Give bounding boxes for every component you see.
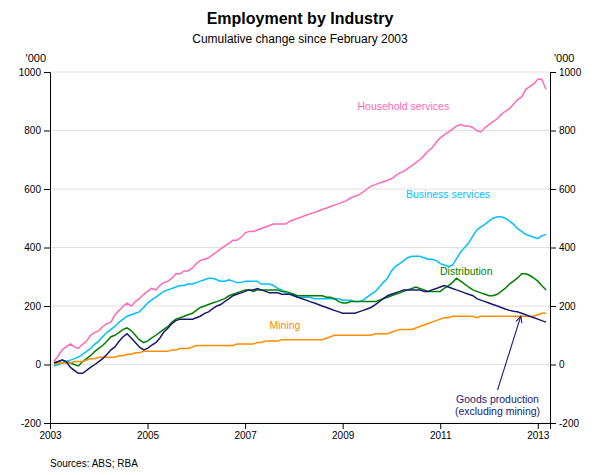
y2-axis-label: '000 bbox=[554, 52, 574, 64]
tick: 1000 bbox=[19, 67, 50, 78]
tick-mark bbox=[550, 306, 556, 307]
tick: -200 bbox=[21, 418, 50, 429]
series-labels: Household services Business services Distr… bbox=[270, 100, 541, 417]
tick-label: 2013 bbox=[527, 430, 550, 441]
tick-label: 800 bbox=[24, 125, 41, 136]
grid-line bbox=[50, 306, 550, 307]
tick: 0 bbox=[550, 359, 565, 370]
tick-mark bbox=[440, 423, 441, 429]
series-label: Household services bbox=[358, 100, 450, 112]
tick-label: 400 bbox=[24, 242, 41, 253]
tick-label: 2003 bbox=[39, 430, 62, 441]
chart: 2003 2005 2007 2009 2011 2013 -200 0 200 400 600 80… bbox=[0, 0, 600, 475]
tick-label: 600 bbox=[24, 184, 41, 195]
tick-mark bbox=[343, 423, 344, 429]
tick-mark bbox=[44, 72, 50, 73]
tick-label: 0 bbox=[559, 359, 565, 370]
grid-line bbox=[50, 364, 550, 365]
tick: 2005 bbox=[137, 423, 160, 441]
tick-label: 1000 bbox=[559, 67, 582, 78]
tick-label: 600 bbox=[559, 184, 576, 195]
tick-label: -200 bbox=[21, 418, 41, 429]
axis-line bbox=[44, 73, 51, 424]
series-label: Mining bbox=[270, 319, 301, 331]
series-label-line: (excluding mining) bbox=[455, 405, 540, 417]
y-axis: -200 0 200 400 600 800 1000 bbox=[19, 67, 51, 429]
tick: 2007 bbox=[234, 423, 257, 441]
tick: 2013 bbox=[527, 423, 550, 441]
tick: 800 bbox=[24, 125, 50, 136]
lines bbox=[54, 79, 546, 373]
title: Employment by Industry bbox=[207, 10, 394, 27]
tick-mark bbox=[44, 189, 50, 190]
series-line bbox=[54, 217, 546, 366]
tick-mark bbox=[550, 72, 556, 73]
grid-line bbox=[50, 72, 550, 73]
tick-label: 2011 bbox=[430, 430, 452, 441]
tick: 2011 bbox=[430, 423, 452, 441]
tick-label: 2005 bbox=[137, 430, 160, 441]
annotation-arrow-head bbox=[516, 316, 522, 323]
series-label-line: Business services bbox=[406, 188, 490, 200]
series-label-line: Distribution bbox=[440, 265, 493, 277]
series-line bbox=[54, 79, 546, 361]
tick-label: 2009 bbox=[332, 430, 355, 441]
series-line bbox=[54, 274, 546, 366]
tick: 800 bbox=[550, 125, 576, 136]
tick-mark bbox=[550, 131, 556, 132]
tick: 2009 bbox=[332, 423, 355, 441]
tick: 2003 bbox=[39, 423, 62, 441]
tick-label: 0 bbox=[35, 359, 41, 370]
tick: 600 bbox=[24, 184, 50, 195]
tick-mark bbox=[550, 189, 556, 190]
tick-mark bbox=[550, 248, 556, 249]
series-label-line: Goods production bbox=[456, 393, 539, 405]
tick-mark bbox=[538, 423, 539, 429]
tick-mark bbox=[148, 423, 149, 429]
tick-label: 400 bbox=[559, 242, 576, 253]
tick: 200 bbox=[550, 301, 576, 312]
annotation-arrow bbox=[498, 316, 521, 390]
tick: 400 bbox=[24, 242, 50, 253]
tick-mark bbox=[44, 306, 50, 307]
x-axis: 2003 2005 2007 2009 2011 2013 bbox=[39, 423, 550, 441]
tick-label: 1000 bbox=[19, 67, 42, 78]
series-line bbox=[54, 313, 546, 364]
tick-mark bbox=[44, 365, 50, 366]
y-axis-label: '000 bbox=[26, 52, 46, 64]
series-label-line: Mining bbox=[270, 319, 301, 331]
tick: 200 bbox=[24, 301, 50, 312]
y2-axis: -200 0 200 400 600 800 1000 bbox=[550, 67, 582, 429]
subtitle: Cumulative change since February 2003 bbox=[192, 32, 408, 46]
tick-label: 800 bbox=[559, 125, 576, 136]
tick-mark bbox=[44, 423, 50, 424]
tick-label: 2007 bbox=[234, 430, 257, 441]
tick-mark bbox=[44, 131, 50, 132]
source: Sources: ABS; RBA bbox=[50, 458, 138, 469]
tick: 400 bbox=[550, 242, 576, 253]
series-label-line: Household services bbox=[358, 100, 450, 112]
tick-label: 200 bbox=[24, 301, 41, 312]
tick-mark bbox=[245, 423, 246, 429]
axis-line bbox=[51, 424, 551, 430]
grid bbox=[50, 72, 550, 423]
series-line bbox=[54, 286, 546, 374]
axis-line bbox=[551, 73, 557, 424]
tick-mark bbox=[550, 365, 556, 366]
tick: 600 bbox=[550, 184, 576, 195]
series-label: Distribution bbox=[440, 265, 493, 277]
tick-mark bbox=[44, 248, 50, 249]
series-label: Goods production(excluding mining) bbox=[455, 393, 540, 417]
tick: -200 bbox=[550, 418, 579, 429]
series-label: Business services bbox=[406, 188, 490, 200]
tick-label: 200 bbox=[559, 301, 576, 312]
grid-line bbox=[50, 130, 550, 131]
tick-mark bbox=[550, 423, 556, 424]
tick: 0 bbox=[35, 359, 50, 370]
tick: 1000 bbox=[550, 67, 582, 78]
tick-label: -200 bbox=[559, 418, 579, 429]
grid-line bbox=[50, 247, 550, 248]
